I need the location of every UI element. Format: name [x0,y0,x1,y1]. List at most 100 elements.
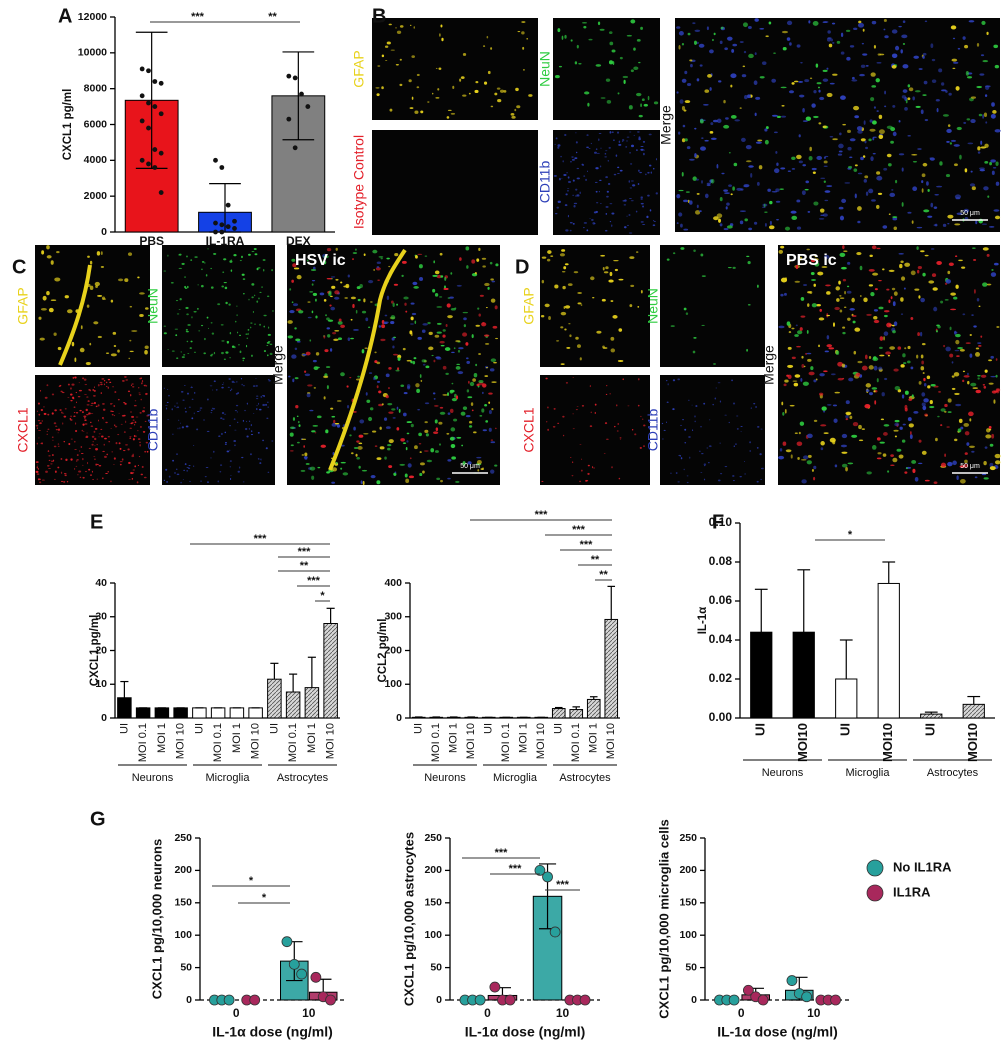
cell-signal [860,64,866,68]
cell-signal [640,26,643,30]
cell-signal [804,188,809,191]
cell-signal [865,191,869,196]
cell-signal [776,115,781,119]
cell-signal [596,202,599,204]
cell-signal [721,172,725,175]
cell-signal [890,464,895,466]
cell-signal [465,357,469,360]
cell-signal [717,479,721,482]
cell-signal [185,306,189,310]
cell-signal [593,211,597,214]
cell-signal [558,65,563,68]
cell-signal [176,406,180,409]
cell-signal [475,324,480,327]
cell-signal [78,470,82,473]
cell-signal [626,140,628,142]
cell-signal [197,307,199,310]
cell-signal [653,220,656,222]
data-point [146,100,151,106]
cell-signal [326,385,329,390]
cell-signal [716,213,723,219]
cell-signal [947,214,954,219]
cell-signal [589,385,591,388]
cell-signal [405,478,410,484]
cell-signal [129,350,134,353]
cell-signal [730,115,737,119]
cell-signal [863,120,866,125]
cell-signal [954,392,960,396]
cell-signal [739,210,747,212]
cell-signal [884,105,887,108]
cell-signal [129,305,133,308]
cell-signal [665,380,668,382]
cell-signal [413,286,419,289]
cell-signal [681,105,686,111]
cell-signal [118,442,121,445]
cell-signal [784,379,789,383]
cell-signal [609,393,612,395]
cell-signal [826,92,833,98]
cell-signal [630,180,634,182]
cell-signal [851,76,855,80]
cell-signal [230,259,232,261]
cell-signal [900,49,903,54]
cell-signal [690,63,693,68]
cell-signal [812,171,816,175]
cell-signal [874,400,877,405]
cell-signal [618,140,621,144]
cell-signal [418,443,422,445]
cell-signal [992,109,997,114]
cell-signal [902,423,906,426]
cell-signal [953,61,959,64]
cell-signal [966,76,973,79]
cell-signal [958,259,963,262]
cell-signal [945,346,951,352]
cell-signal [712,403,714,406]
cell-signal [381,54,385,58]
cell-signal [35,461,39,464]
cell-signal [128,461,131,465]
cell-signal [689,158,695,161]
cell-signal [134,423,136,426]
cell-signal [897,346,902,350]
cell-signal [393,283,399,286]
cell-signal [905,467,908,470]
cell-signal [929,400,933,405]
cell-signal [945,279,952,284]
cell-signal [47,450,50,452]
cell-signal [771,78,777,83]
cell-signal [594,151,597,154]
cell-signal [326,248,332,252]
cell-signal [586,170,588,173]
cell-signal [100,428,103,430]
cell-signal [693,249,696,252]
cell-signal [811,103,816,108]
cell-signal [965,342,971,345]
cell-signal [798,256,803,261]
cell-signal [88,412,91,415]
cell-signal [199,407,203,409]
y-tick-label: 2000 [84,190,108,202]
cell-signal [94,445,96,447]
cell-signal [971,186,976,191]
cell-signal [567,214,569,218]
cell-signal [681,138,686,143]
cell-signal [628,105,633,110]
cell-signal [486,366,488,369]
cell-signal [630,144,635,148]
cell-signal [810,366,814,371]
cell-signal [558,177,561,181]
cell-signal [168,394,170,397]
cell-signal [267,341,271,343]
cell-signal [841,363,846,368]
cell-signal [562,415,565,418]
cell-signal [141,380,144,383]
cell-signal [408,79,412,83]
cell-signal [70,458,73,461]
cell-signal [402,442,407,444]
cell-signal [107,378,111,381]
cell-signal [586,146,590,149]
cell-signal [229,460,232,462]
cell-signal [423,450,429,452]
cell-signal [462,461,466,466]
